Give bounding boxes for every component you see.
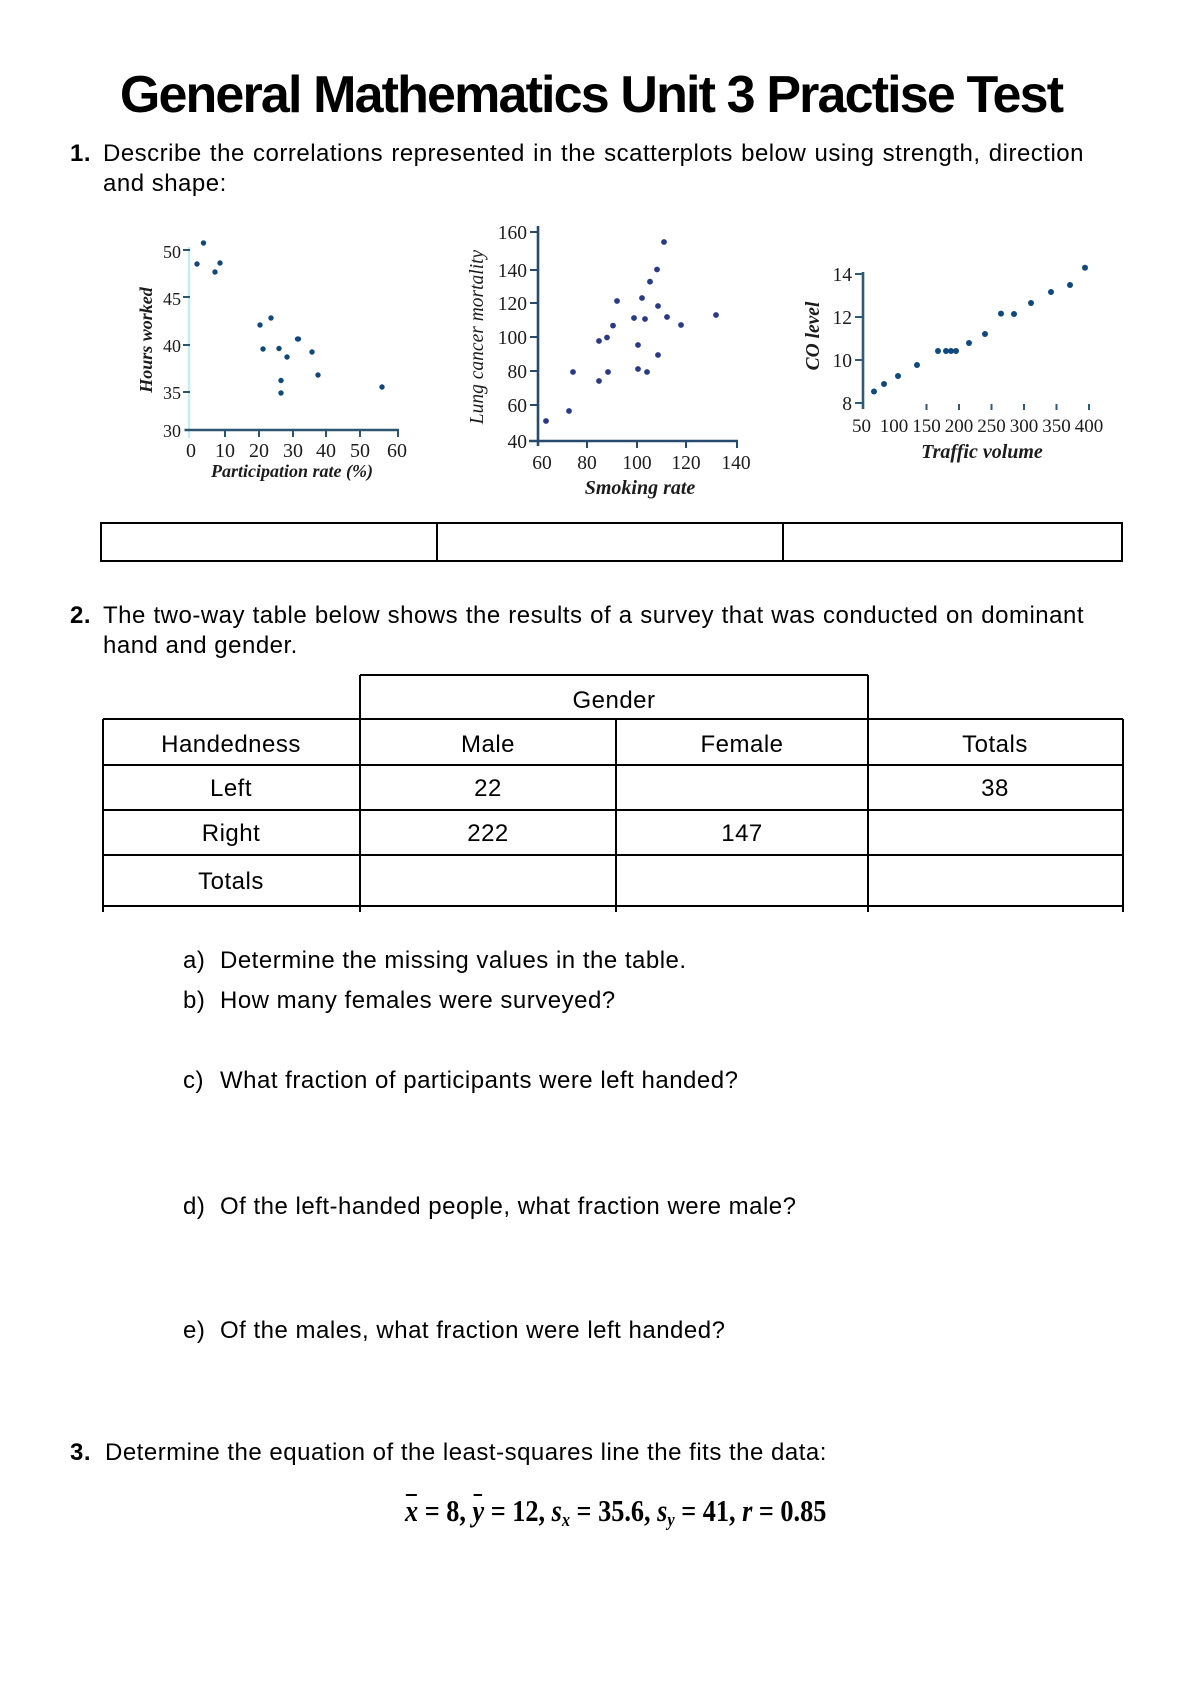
svg-text:100: 100 — [880, 416, 909, 437]
svg-text:250: 250 — [977, 416, 1006, 437]
svg-text:300: 300 — [1010, 416, 1039, 437]
svg-text:12: 12 — [833, 308, 853, 329]
svg-text:100: 100 — [622, 453, 651, 474]
svg-text:30: 30 — [283, 440, 303, 462]
svg-text:Totals: Totals — [198, 868, 264, 895]
svg-text:Gender: Gender — [572, 687, 655, 714]
svg-text:35: 35 — [163, 383, 181, 403]
svg-text:60: 60 — [532, 453, 552, 474]
svg-text:80: 80 — [508, 362, 528, 383]
svg-text:Handedness: Handedness — [161, 731, 301, 758]
svg-text:100: 100 — [498, 328, 527, 349]
svg-text:140: 140 — [498, 261, 527, 282]
svg-text:Left: Left — [210, 775, 252, 802]
svg-text:222: 222 — [467, 820, 509, 847]
svg-text:350: 350 — [1042, 416, 1071, 437]
svg-text:20: 20 — [249, 440, 269, 462]
svg-text:140: 140 — [721, 453, 750, 474]
svg-text:22: 22 — [474, 775, 502, 802]
svg-text:120: 120 — [498, 294, 527, 315]
svg-text:45: 45 — [163, 289, 181, 309]
svg-text:CO level: CO level — [803, 301, 824, 370]
svg-text:Totals: Totals — [962, 731, 1028, 758]
svg-text:400: 400 — [1075, 416, 1104, 437]
svg-text:Lung cancer mortality: Lung cancer mortality — [467, 249, 488, 425]
svg-text:Male: Male — [461, 731, 515, 758]
svg-text:40: 40 — [163, 336, 181, 356]
svg-text:147: 147 — [721, 820, 763, 847]
svg-text:38: 38 — [981, 775, 1009, 802]
svg-text:0: 0 — [186, 440, 196, 462]
svg-text:Hours worked: Hours worked — [136, 286, 156, 394]
svg-text:14: 14 — [833, 265, 853, 286]
svg-text:40: 40 — [316, 440, 336, 462]
svg-text:8: 8 — [842, 394, 852, 415]
svg-text:150: 150 — [912, 416, 941, 437]
svg-text:160: 160 — [498, 223, 527, 244]
svg-text:30: 30 — [163, 421, 181, 441]
svg-text:40: 40 — [508, 432, 528, 453]
svg-text:50: 50 — [350, 440, 370, 462]
svg-text:80: 80 — [577, 453, 597, 474]
svg-text:10: 10 — [215, 440, 235, 462]
svg-text:50: 50 — [163, 242, 181, 262]
svg-text:Smoking rate: Smoking rate — [585, 477, 696, 499]
svg-text:Participation rate (%): Participation rate (%) — [210, 461, 373, 482]
svg-text:60: 60 — [387, 440, 407, 462]
svg-text:Female: Female — [700, 731, 783, 758]
svg-text:Traffic volume: Traffic volume — [921, 441, 1043, 463]
svg-text:Right: Right — [202, 820, 261, 847]
svg-text:10: 10 — [833, 351, 853, 372]
svg-text:50: 50 — [852, 416, 871, 437]
svg-text:120: 120 — [671, 453, 700, 474]
svg-text:60: 60 — [508, 396, 528, 417]
svg-text:200: 200 — [945, 416, 974, 437]
